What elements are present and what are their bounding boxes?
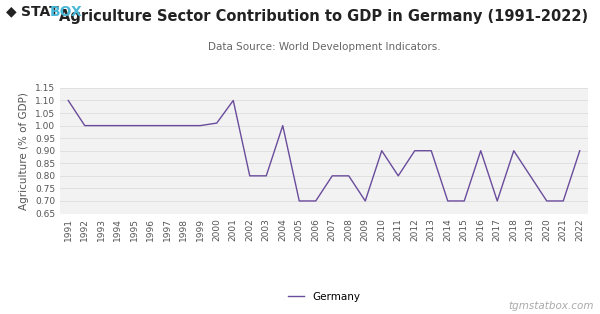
Text: STAT: STAT: [21, 5, 59, 19]
Text: Data Source: World Development Indicators.: Data Source: World Development Indicator…: [208, 42, 440, 52]
Text: Agriculture Sector Contribution to GDP in Germany (1991-2022): Agriculture Sector Contribution to GDP i…: [59, 9, 589, 24]
Text: BOX: BOX: [50, 5, 83, 19]
Legend: Germany: Germany: [284, 288, 364, 306]
Y-axis label: Agriculture (% of GDP): Agriculture (% of GDP): [19, 92, 29, 210]
Text: ◆: ◆: [6, 5, 17, 19]
Text: tgmstatbox.com: tgmstatbox.com: [509, 301, 594, 311]
